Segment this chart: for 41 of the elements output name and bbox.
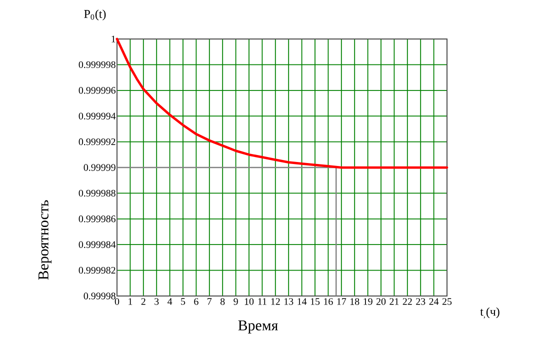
y-axis-title: Вероятность [38,200,52,280]
x-tick-label: 20 [376,298,386,305]
x-tick-label: 8 [220,298,225,305]
x-tick-label: 1 [128,298,132,305]
x-tick-label: 18 [350,298,360,305]
x-tick-label: 5 [181,298,186,305]
x-axis-title: Время [238,320,278,334]
x-tick-label: 17 [337,298,346,305]
y-tick-label: 0.999984 [78,241,116,248]
y-tick-label: 0.999992 [78,138,116,146]
x-tick-label: 22 [402,298,412,305]
x-tick-label: 14 [298,298,307,305]
y-tick-label: 1 [112,36,116,42]
text: P$_{0}$(t) [84,10,106,20]
x-tick-label: 6 [194,298,198,305]
y-tick-label: 0.99999 [84,164,116,171]
x-tick-label: 0 [114,298,120,305]
x-tick-label: 24 [429,298,439,305]
y-tick-label: 0.999982 [78,266,116,274]
x-tick-label: 12 [271,298,280,305]
x-tick-label: 16 [324,298,333,305]
text: t$_{,}$(ч) [480,307,500,319]
x-tick-label: 9 [234,298,238,305]
y-tick-label: 0.99998 [84,292,116,300]
x-tick-label: 3 [154,298,159,305]
x-tick-label: 21 [390,298,399,305]
x-tick-label: 10 [244,298,254,305]
y-tick-label: 0.999998 [78,61,116,68]
x-tick-label: 2 [141,298,146,305]
y-tick-label: 0.999996 [78,87,116,94]
y-tick-label: 0.999986 [78,216,116,222]
x-tick-label: 23 [416,298,426,305]
x-tick-label: 19 [364,298,372,305]
y-tick-label: 0.999988 [78,190,116,197]
x-tick-label: 4 [167,298,172,305]
x-tick-label: 15 [310,298,320,305]
x-tick-label: 11 [258,298,266,305]
x-tick-label: 13 [284,298,294,305]
x-tick-label: 7 [208,298,212,305]
x-tick-label: 25 [442,298,452,305]
y-tick-label: 0.999994 [78,112,116,120]
